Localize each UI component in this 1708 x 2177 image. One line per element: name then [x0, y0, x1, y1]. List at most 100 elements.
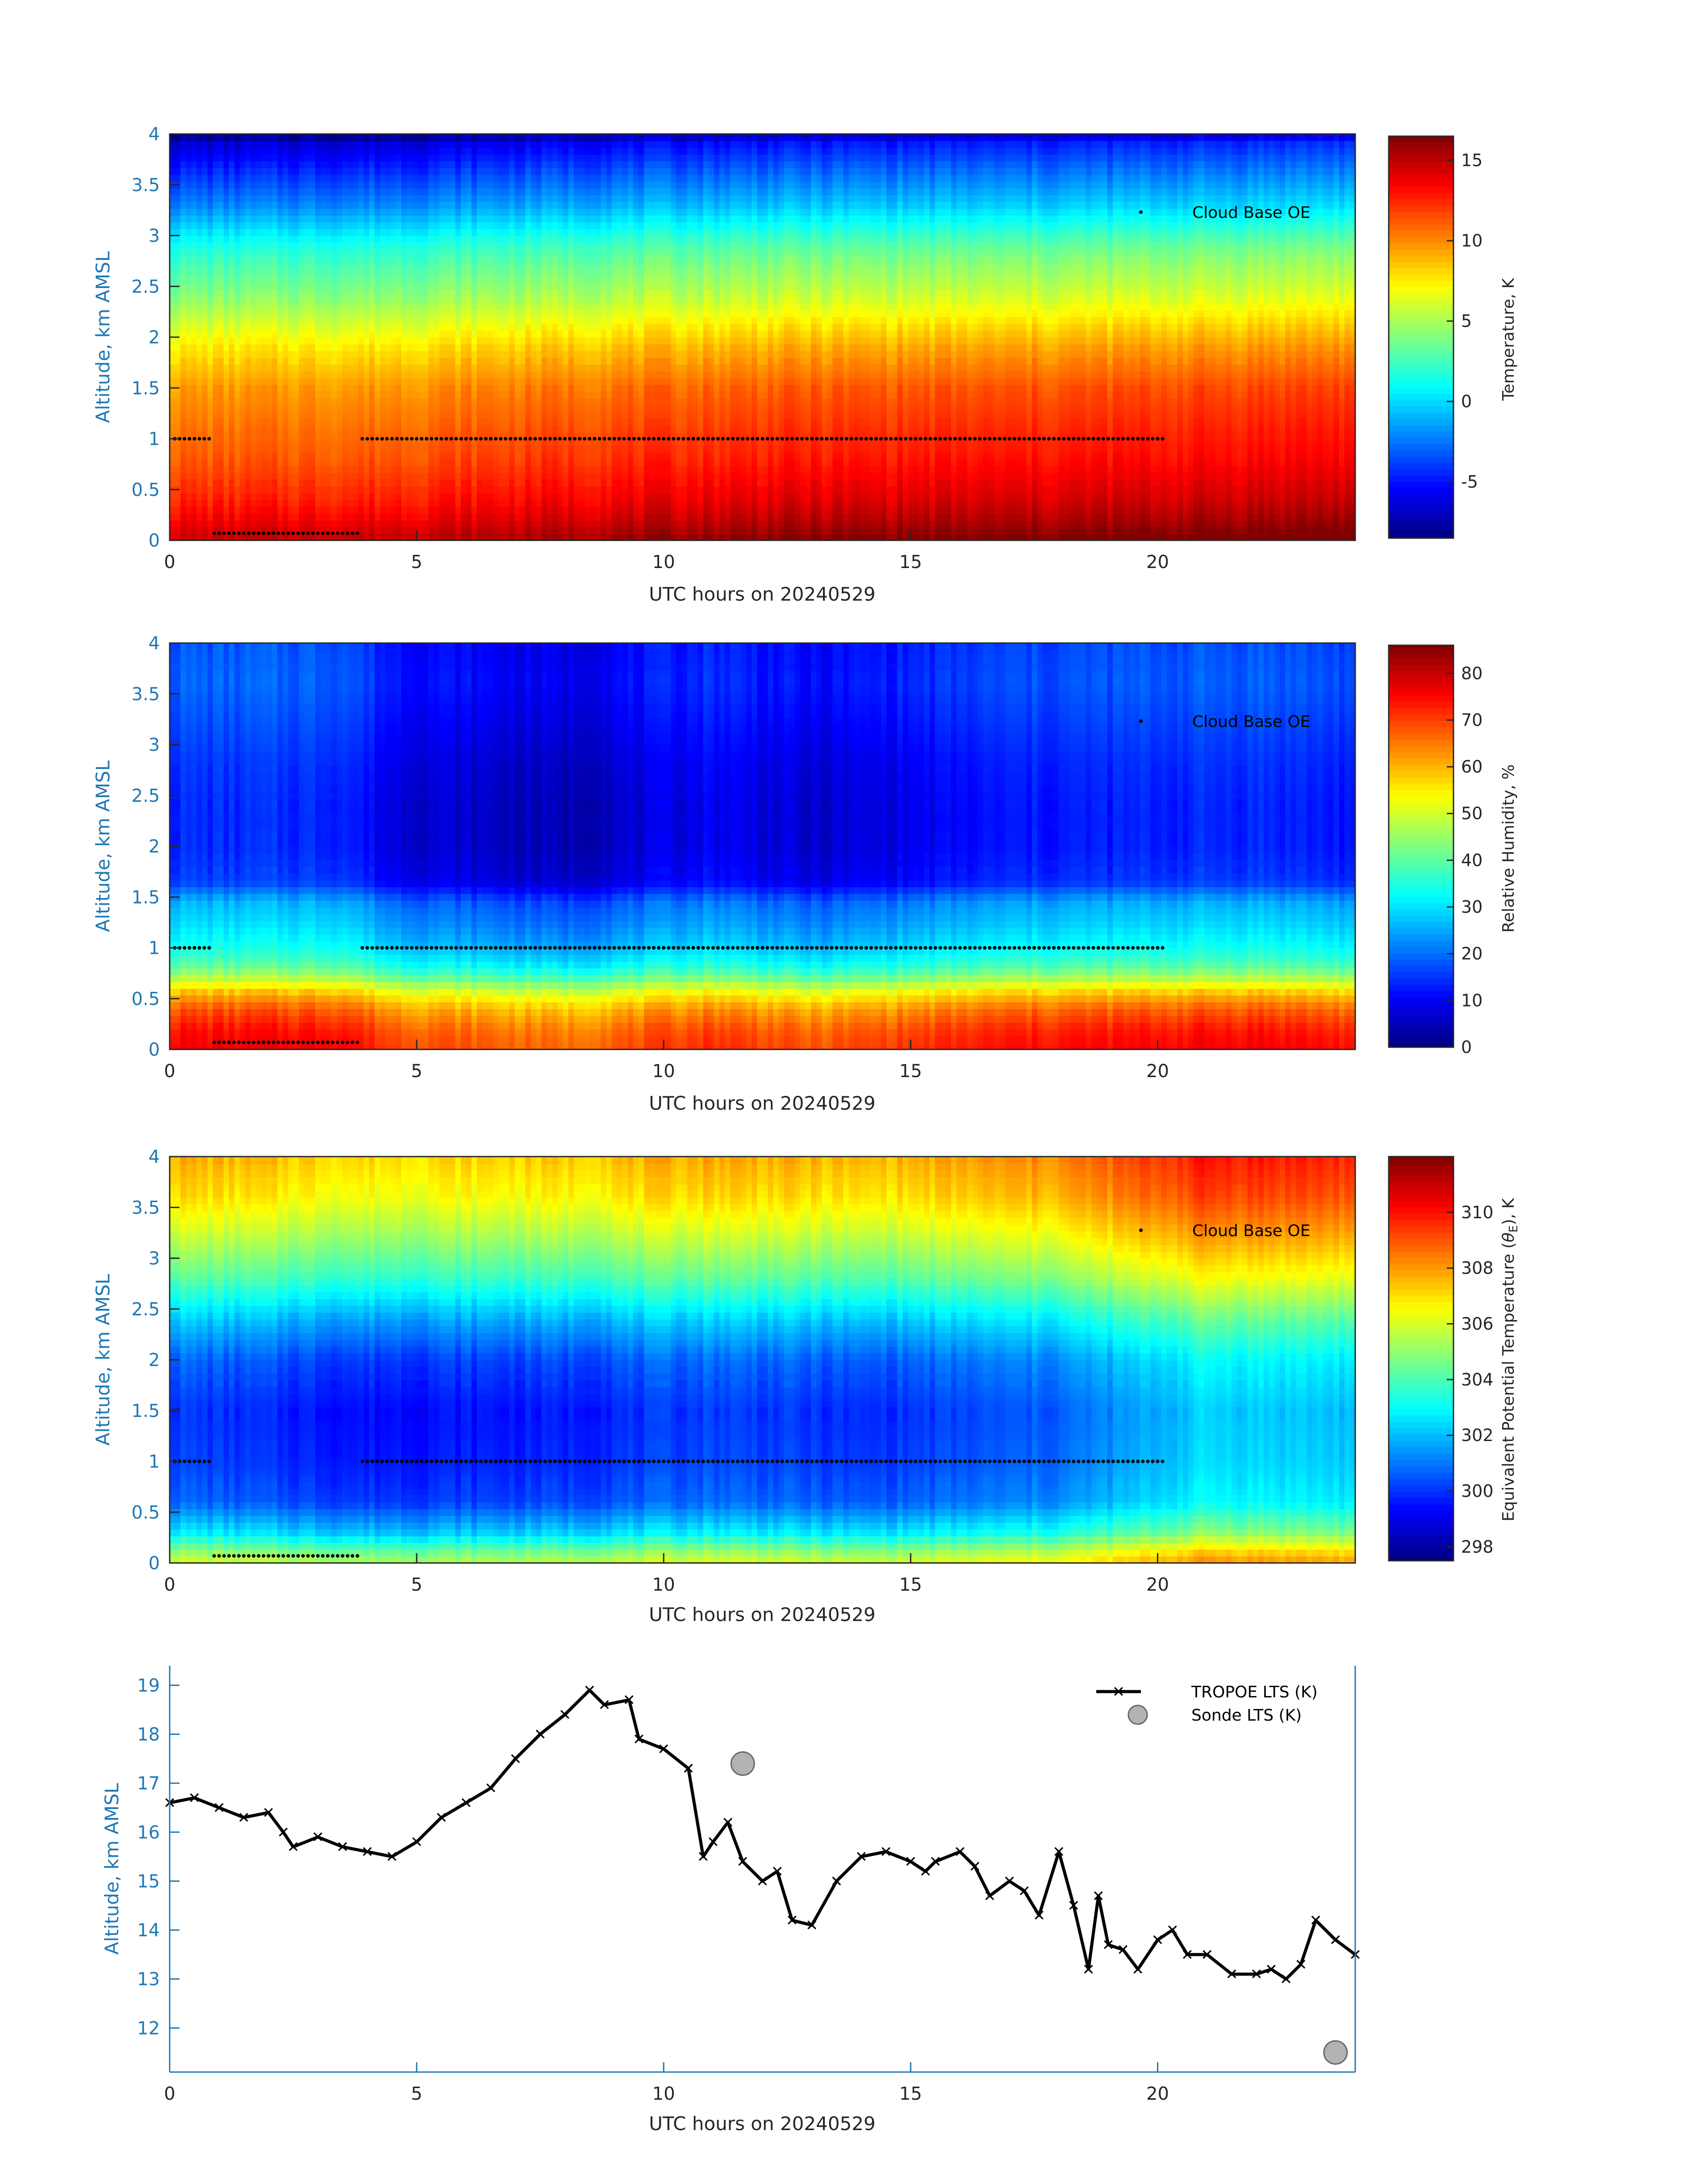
heatmap-cell: [180, 418, 186, 426]
heatmap-cell: [213, 263, 219, 270]
heatmap-cell: [498, 303, 504, 310]
heatmap-cell: [337, 263, 342, 270]
heatmap-cell: [568, 229, 574, 236]
heatmap-cell: [455, 520, 461, 527]
heatmap-cell: [170, 446, 175, 453]
heatmap-cell: [283, 500, 288, 507]
heatmap-cell: [191, 486, 197, 493]
heatmap-cell: [277, 297, 283, 304]
heatmap-cell: [213, 317, 219, 324]
heatmap-cell: [504, 364, 509, 372]
heatmap-cell: [391, 506, 397, 514]
heatmap-cell: [186, 263, 192, 270]
heatmap-cell: [347, 452, 353, 460]
heatmap-cell: [391, 269, 397, 276]
heatmap-cell: [218, 195, 224, 202]
heatmap-cell: [493, 256, 499, 263]
heatmap-cell: [504, 263, 509, 270]
heatmap-cell: [363, 155, 369, 162]
heatmap-cell: [272, 480, 278, 487]
heatmap-cell: [261, 297, 267, 304]
heatmap-cell: [461, 527, 467, 534]
heatmap-cell: [450, 466, 456, 473]
heatmap-cell: [213, 310, 219, 317]
heatmap-cell: [294, 188, 300, 195]
heatmap-cell: [321, 202, 326, 209]
heatmap-cell: [310, 263, 316, 270]
heatmap-cell: [428, 161, 434, 168]
heatmap-cell: [337, 378, 342, 385]
heatmap-cell: [526, 459, 531, 466]
heatmap-cell: [434, 500, 439, 507]
heatmap-cell: [202, 371, 208, 378]
heatmap-cell: [277, 398, 283, 405]
heatmap-cell: [439, 256, 445, 263]
heatmap-cell: [234, 276, 240, 284]
heatmap-cell: [455, 317, 461, 324]
heatmap-cell: [558, 405, 564, 412]
heatmap-cell: [590, 155, 596, 162]
heatmap-cell: [466, 513, 472, 520]
heatmap-cell: [536, 391, 542, 398]
heatmap-cell: [520, 168, 526, 175]
heatmap-cell: [363, 466, 369, 473]
heatmap-cell: [261, 222, 267, 229]
heatmap-cell: [595, 527, 601, 534]
heatmap-cell: [568, 506, 574, 514]
heatmap-cell: [412, 222, 418, 229]
heatmap-cell: [568, 155, 574, 162]
heatmap-cell: [331, 337, 337, 344]
heatmap-cell: [207, 188, 213, 195]
heatmap-cell: [542, 364, 547, 372]
heatmap-cell: [342, 263, 348, 270]
heatmap-cell: [342, 236, 348, 243]
heatmap-cell: [396, 188, 402, 195]
heatmap-cell: [439, 195, 445, 202]
heatmap-cell: [612, 351, 618, 358]
heatmap-cell: [477, 418, 483, 426]
heatmap-cell: [563, 446, 569, 453]
heatmap-cell: [606, 513, 612, 520]
heatmap-cell: [315, 371, 321, 378]
heatmap-cell: [574, 472, 580, 480]
heatmap-cell: [595, 283, 601, 290]
heatmap-cell: [299, 222, 305, 229]
heatmap-cell: [207, 141, 213, 148]
heatmap-cell: [385, 155, 391, 162]
heatmap-cell: [175, 276, 181, 284]
heatmap-cell: [229, 466, 235, 473]
heatmap-cell: [498, 513, 504, 520]
heatmap-cell: [488, 330, 493, 338]
heatmap-cell: [450, 310, 456, 317]
heatmap-cell: [601, 297, 606, 304]
heatmap-cell: [606, 276, 612, 284]
heatmap-cell: [601, 412, 606, 419]
heatmap-cell: [283, 486, 288, 493]
heatmap-cell: [170, 168, 175, 175]
heatmap-cell: [347, 425, 353, 432]
heatmap-cell: [396, 344, 402, 351]
heatmap-cell: [186, 513, 192, 520]
heatmap-cell: [170, 398, 175, 405]
heatmap-cell: [461, 425, 467, 432]
heatmap-cell: [202, 351, 208, 358]
heatmap-cell: [412, 398, 418, 405]
heatmap-cell: [294, 229, 300, 236]
heatmap-cell: [574, 378, 580, 385]
heatmap-cell: [196, 249, 202, 256]
heatmap-cell: [418, 222, 423, 229]
heatmap-cell: [277, 500, 283, 507]
heatmap-cell: [482, 371, 488, 378]
heatmap-cell: [191, 446, 197, 453]
heatmap-cell: [526, 337, 531, 344]
heatmap-cell: [229, 472, 235, 480]
heatmap-cell: [472, 398, 477, 405]
heatmap-cell: [358, 249, 364, 256]
heatmap-cell: [466, 520, 472, 527]
heatmap-cell: [256, 364, 262, 372]
heatmap-cell: [439, 269, 445, 276]
heatmap-cell: [315, 439, 321, 446]
heatmap-cell: [305, 236, 310, 243]
heatmap-cell: [261, 215, 267, 222]
heatmap-cell: [385, 412, 391, 419]
